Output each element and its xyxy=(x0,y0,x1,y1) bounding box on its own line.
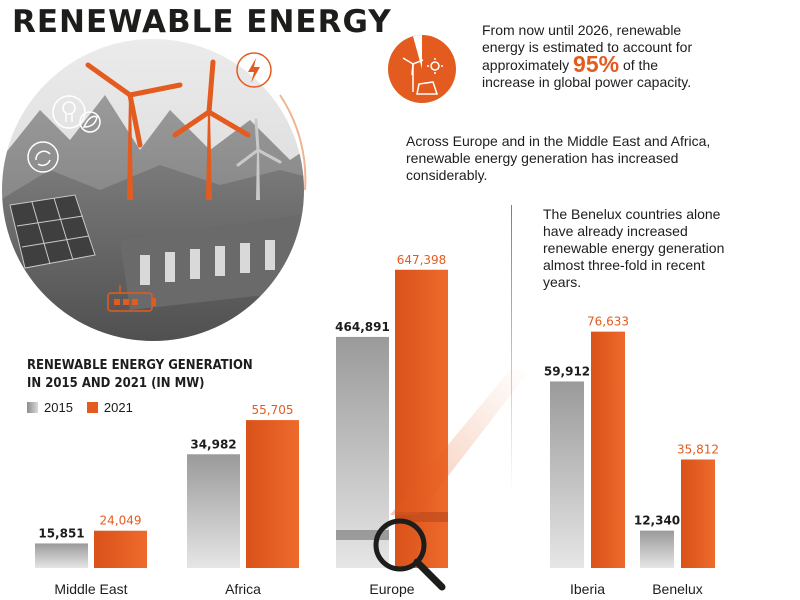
sun-icon xyxy=(427,58,443,74)
europe-zoom-band xyxy=(336,530,389,540)
data-label-2021-middle-east: 24,049 xyxy=(100,514,142,528)
benelux-description: The Benelux countries alone have already… xyxy=(543,206,725,290)
data-label-2015-middle-east: 15,851 xyxy=(38,526,84,540)
battery-icon xyxy=(107,285,156,312)
data-label-2021-africa: 55,705 xyxy=(252,403,294,417)
stat-value: 95% xyxy=(573,51,620,77)
bar-2021-iberia xyxy=(591,331,625,568)
chart-title: RENEWABLE ENERGY GENERATION IN 2015 AND … xyxy=(27,358,253,391)
bar-2015-iberia xyxy=(550,381,584,568)
page-title: RENEWABLE ENERGY xyxy=(12,4,392,40)
magnifier-icon xyxy=(373,518,446,591)
bar-2015-africa xyxy=(187,454,240,568)
solar-panel-icon xyxy=(9,194,96,269)
chart-legend: 2015 2021 xyxy=(27,400,147,415)
data-label-2021-iberia: 76,633 xyxy=(587,315,629,329)
renewable-illustration xyxy=(0,37,307,343)
legend-item-2015: 2015 xyxy=(27,400,73,415)
europe-zoom xyxy=(390,370,530,515)
stat-circle-icon xyxy=(388,34,456,103)
category-label-benelux: Benelux xyxy=(652,581,703,597)
data-label-2021-benelux: 35,812 xyxy=(677,442,719,456)
data-label-2015-benelux: 12,340 xyxy=(634,514,680,528)
data-label-2021-europe: 647,398 xyxy=(397,253,447,267)
europe-zoom-band-2021 xyxy=(395,512,448,522)
data-label-2015-africa: 34,982 xyxy=(190,437,236,451)
legend-item-2021: 2021 xyxy=(86,400,133,415)
stat-description: From now until 2026, renewable energy is… xyxy=(482,22,697,91)
stat-text-after: of the increase in global power capacity… xyxy=(482,57,692,90)
divider xyxy=(511,205,512,495)
bar-2015-middle-east xyxy=(35,543,88,568)
data-label-2015-europe: 464,891 xyxy=(335,320,390,334)
legend-label-2015: 2015 xyxy=(44,400,73,415)
data-label-2015-iberia: 59,912 xyxy=(544,364,590,378)
lightbulb-icon xyxy=(52,95,86,129)
wind-turbine-icon xyxy=(85,59,282,200)
bar-2021-benelux xyxy=(681,459,715,568)
bar-2015-benelux xyxy=(640,530,674,568)
stat-text-before: From now until 2026, renewable energy is… xyxy=(482,22,693,73)
recycle-icon xyxy=(27,141,59,173)
category-label-middle-east: Middle East xyxy=(54,581,127,597)
europe-description: Across Europe and in the Middle East and… xyxy=(406,133,711,183)
bar-2021-middle-east xyxy=(94,530,147,568)
legend-swatch-2015 xyxy=(27,402,38,413)
lightning-icon xyxy=(236,52,272,88)
leaf-icon xyxy=(79,111,101,133)
category-label-iberia: Iberia xyxy=(570,581,605,597)
legend-label-2021: 2021 xyxy=(103,400,133,415)
bar-2021-africa xyxy=(246,420,299,568)
category-label-europe: Europe xyxy=(369,581,414,597)
legend-swatch-2021 xyxy=(86,402,98,413)
category-label-africa: Africa xyxy=(225,581,261,597)
